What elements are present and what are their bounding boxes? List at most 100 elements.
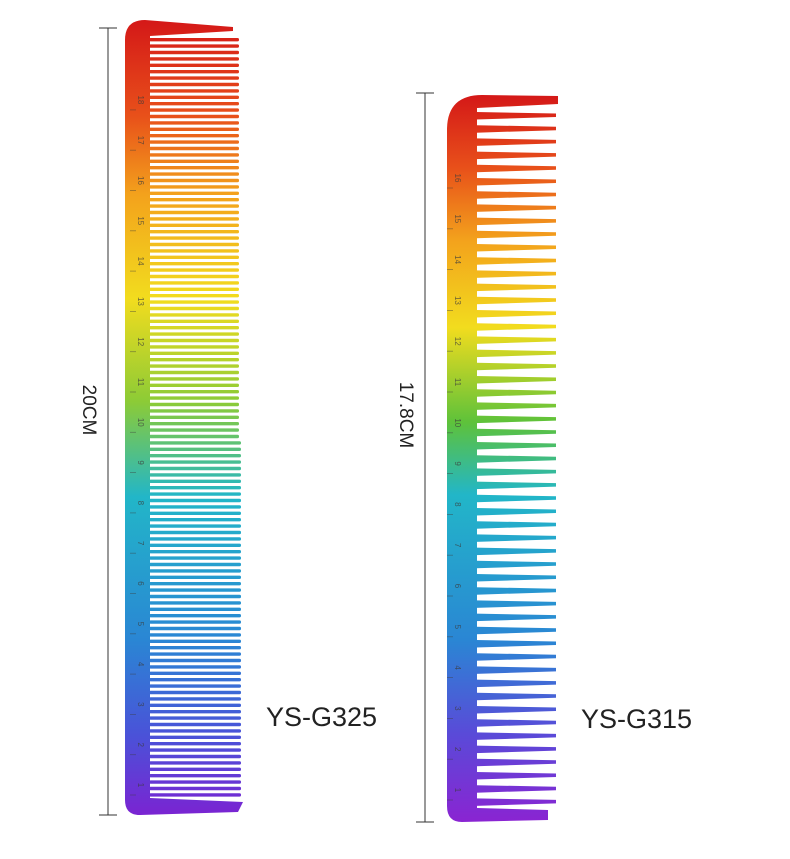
comb-tooth [149,761,241,765]
comb-tooth [476,653,556,661]
comb-tooth [149,383,239,387]
comb-tooth [476,349,556,358]
comb-tooth [476,376,556,384]
comb-tooth [149,422,239,426]
comb-tooth [476,560,556,569]
ruler-number: 4 [453,665,462,670]
ruler-number: 12 [136,337,145,346]
comb-tooth [149,530,241,535]
comb-tooth [149,178,239,183]
comb-tooth [149,742,241,746]
comb-tooth [149,556,241,560]
comb-tooth [476,613,556,622]
comb-tooth [149,543,241,547]
comb-tooth [476,296,556,305]
comb-tooth [476,323,556,331]
comb-tooth [149,210,239,215]
comb-tooth [149,735,241,739]
ruler-number: 10 [453,418,462,427]
comb-tooth [149,268,239,272]
comb-tooth [476,217,556,226]
comb-tooth [149,486,241,490]
comb-tooth [149,710,241,714]
comb-tooth [149,95,239,99]
comb-tooth [149,492,241,496]
comb-tooth [149,652,241,656]
comb-tooth [149,601,241,605]
comb-tooth [149,671,241,675]
comb-tooth [476,310,556,318]
comb-tooth [149,767,241,771]
comb-tooth [476,191,556,199]
comb-tooth [149,358,239,362]
comb-tooth [149,351,239,355]
comb-tooth [476,270,556,278]
comb-tooth [476,336,556,344]
ruler-number: 4 [136,662,145,667]
comb-tooth [476,481,556,490]
comb-tooth [476,204,556,212]
ruler-number: 14 [136,257,145,266]
comb-tooth [149,63,239,67]
comb-tooth [149,313,239,317]
comb-tooth [476,402,556,410]
ruler-number: 6 [453,584,462,589]
comb-tooth [149,338,239,343]
comb-tooth [149,370,239,375]
ruler-number: 12 [453,337,462,346]
comb-tooth [149,594,241,599]
ruler-number: 7 [453,543,462,548]
length-label: 17.8CM [395,382,416,449]
comb-tooth [149,678,241,682]
comb-tooth [149,428,239,432]
comb-tooth [149,121,239,125]
ruler-number: 8 [453,502,462,507]
comb-tooth [149,562,241,567]
ruler-number: 13 [136,297,145,306]
comb-tooth [149,748,241,752]
comb-tooth [149,614,241,618]
comb-tooth [149,447,241,451]
comb-tooth [149,498,241,503]
comb-tooth [149,434,239,439]
length-label: 20CM [78,385,99,436]
ruler-number: 15 [453,214,462,223]
ruler-number: 7 [136,541,145,546]
comb-spine [447,95,558,822]
comb-tooth [149,306,239,311]
ruler-number: 2 [453,747,462,752]
comb-tooth [149,166,239,170]
comb-tooth [149,134,239,138]
ruler-number: 11 [136,378,145,387]
comb-tooth [476,706,556,714]
comb-tooth [149,57,239,61]
comb-tooth [149,127,239,131]
ruler-number: 1 [136,783,145,788]
comb-tooth [476,257,556,265]
comb-tooth [149,569,241,573]
ruler-number: 5 [136,622,145,627]
ruler-number: 9 [136,460,145,465]
comb-tooth [476,534,556,542]
comb-tooth [476,521,556,529]
comb-tooth [149,460,241,464]
comb-tooth [149,262,239,266]
comb-tooth [149,409,239,413]
comb-tooth [149,294,239,298]
comb-tooth [149,146,239,151]
comb-tooth [476,587,556,595]
comb-tooth [149,242,239,247]
comb-tooth [476,679,556,688]
comb-tooth [476,772,556,780]
comb-tooth [149,159,239,163]
ruler-number: 16 [136,176,145,185]
comb-tooth [476,547,556,556]
comb-tooth [149,274,239,279]
ruler-number: 18 [136,95,145,104]
comb-tooth [149,415,239,419]
comb-tooth [476,600,556,608]
comb-tooth [476,758,556,767]
comb-tooth [149,505,241,509]
comb-tooth [149,550,241,554]
